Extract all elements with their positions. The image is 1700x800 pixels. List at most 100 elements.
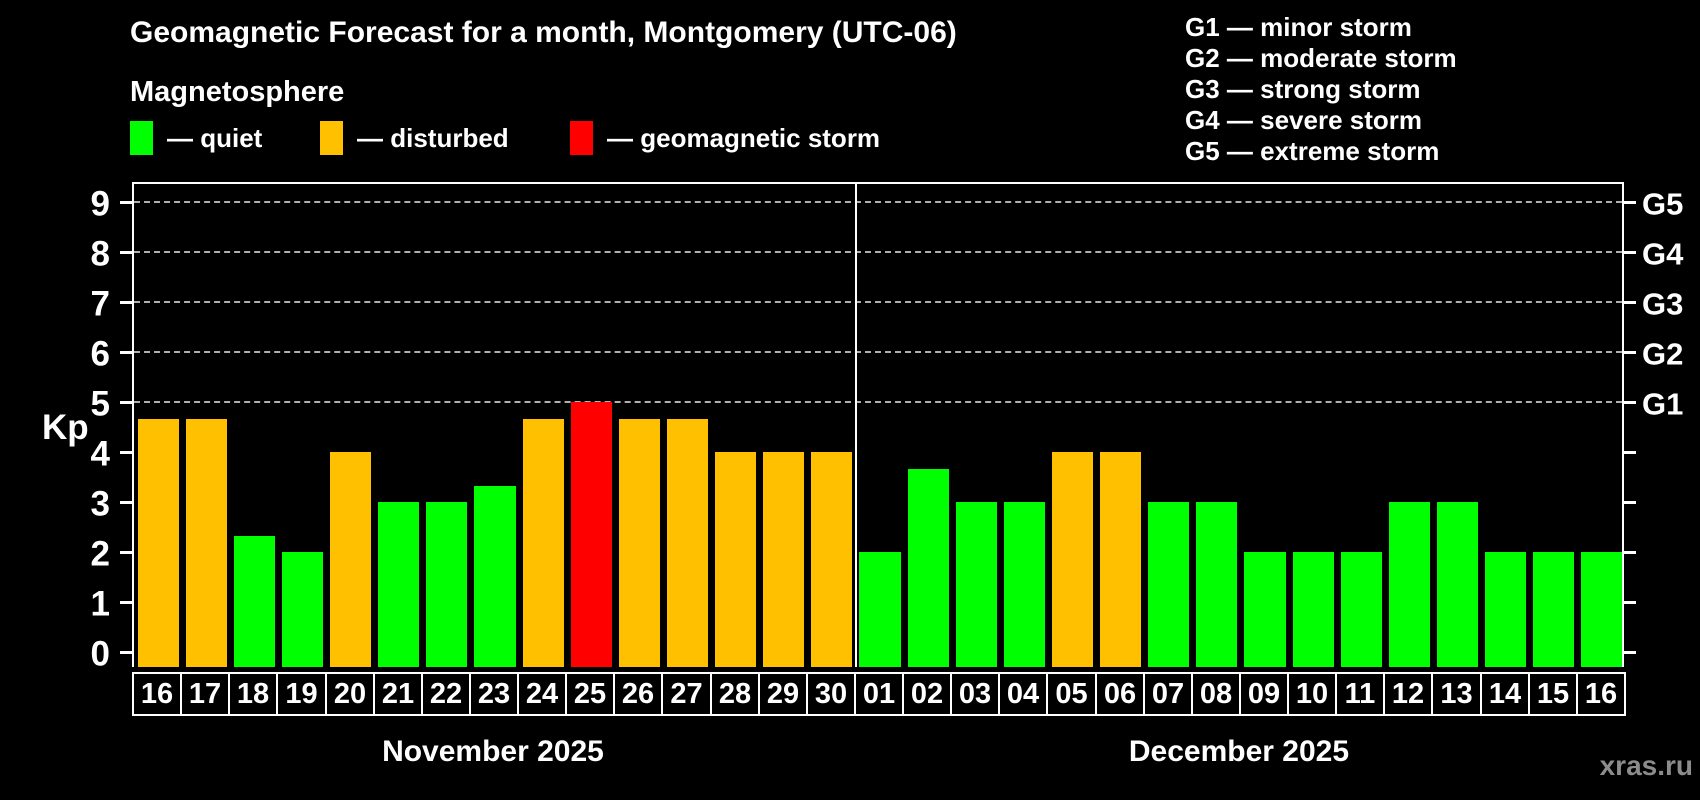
g-axis-tick (1624, 200, 1636, 204)
y-axis-tick-label: 6 (90, 334, 110, 374)
g-axis-tick (1624, 500, 1636, 504)
kp-bar-december-12 (1388, 502, 1430, 667)
kp-bar-november-19 (281, 552, 323, 667)
kp-bar-december-05 (1051, 452, 1094, 667)
g-scale-label-g1: G1 (1642, 386, 1684, 422)
gridline-kp8 (134, 251, 1622, 253)
day-label-cell: 12 (1383, 672, 1433, 716)
storm-scale-g4: G4 — severe storm (1185, 105, 1423, 135)
day-label-cell: 21 (373, 672, 423, 716)
day-label-cell: 10 (1287, 672, 1337, 716)
kp-bar-november-29 (763, 452, 805, 667)
y-axis-tick (120, 450, 132, 454)
kp-bar-december-11 (1340, 552, 1382, 667)
legend-label-storm: — geomagnetic storm (607, 122, 881, 153)
legend-label-disturbed: — disturbed (357, 122, 509, 153)
day-label-cell: 09 (1239, 672, 1289, 716)
legend-item-storm: — geomagnetic storm (570, 121, 880, 155)
day-label-cell: 11 (1335, 672, 1385, 716)
day-label-cell: 03 (950, 672, 1000, 716)
y-axis-tick (120, 250, 132, 254)
storm-color-swatch (570, 121, 593, 155)
kp-bar-december-16 (1581, 552, 1623, 667)
storm-scale-legend: G1 — minor storm G2 — moderate storm G3 … (1185, 12, 1457, 167)
month-label: December 2025 (1128, 735, 1350, 768)
kp-bar-november-23 (474, 485, 516, 667)
gridline-kp9 (134, 201, 1622, 203)
y-axis-tick (120, 400, 132, 404)
y-axis-tick-label: 2 (90, 534, 110, 574)
kp-bar-december-14 (1485, 552, 1527, 667)
legend-item-disturbed: — disturbed (320, 121, 509, 155)
kp-bar-december-04 (1003, 502, 1045, 667)
chart-title: Geomagnetic Forecast for a month, Montgo… (130, 16, 957, 49)
y-axis-tick-label: 4 (90, 434, 110, 474)
day-label-cell: 22 (421, 672, 471, 716)
y-axis-tick-label: 8 (90, 234, 110, 274)
gridline-kp5 (134, 401, 1622, 403)
day-label-cell: 29 (758, 672, 808, 716)
gridline-kp6 (134, 351, 1622, 353)
day-label-cell: 14 (1480, 672, 1530, 716)
kp-bar-december-07 (1148, 502, 1190, 667)
day-label-cell: 25 (565, 672, 615, 716)
day-label-cell: 28 (710, 672, 760, 716)
day-label-cell: 07 (1143, 672, 1193, 716)
kp-bar-november-25 (570, 402, 612, 667)
disturbed-color-swatch (320, 121, 343, 155)
y-axis-tick-label: 5 (90, 384, 110, 424)
g-axis-tick (1624, 400, 1636, 404)
storm-scale-g5: G5 — extreme storm (1185, 136, 1440, 166)
quiet-color-swatch (130, 121, 153, 155)
g-axis-tick (1624, 550, 1636, 554)
g-axis-tick (1624, 350, 1636, 354)
watermark: xras.ru (1599, 750, 1693, 781)
chart-subtitle: Magnetosphere (130, 76, 345, 108)
day-label-cell: 06 (1095, 672, 1145, 716)
y-axis-tick (120, 350, 132, 354)
y-axis-tick-label: 3 (90, 484, 110, 524)
g-scale-label-g3: G3 (1642, 286, 1684, 322)
kp-bar-november-16 (137, 418, 179, 667)
g-axis-tick (1624, 650, 1636, 654)
day-label-cell: 02 (902, 672, 952, 716)
day-label-cell: 20 (325, 672, 375, 716)
legend-label-quiet: — quiet (167, 122, 263, 153)
g-scale-label-g2: G2 (1642, 336, 1684, 372)
kp-bar-december-06 (1100, 452, 1142, 667)
y-axis-tick-label: 1 (90, 584, 110, 624)
g-axis-tick (1624, 600, 1636, 604)
day-label-cell: 30 (806, 672, 856, 716)
month-label: November 2025 (382, 735, 604, 768)
kp-bar-november-22 (426, 502, 468, 667)
day-label-cell: 05 (1046, 672, 1097, 716)
y-axis-tick (120, 650, 132, 654)
kp-bar-december-08 (1196, 502, 1238, 667)
day-label-cell: 18 (228, 672, 278, 716)
day-label-cell: 15 (1528, 672, 1578, 716)
day-label-cell: 19 (276, 672, 327, 716)
day-label-cell: 26 (613, 672, 663, 716)
day-label-cell: 04 (998, 672, 1048, 716)
day-label-cell: 27 (661, 672, 712, 716)
kp-bar-december-03 (955, 502, 997, 667)
day-label-cell: 16 (132, 672, 182, 716)
kp-bar-november-18 (233, 535, 275, 667)
day-label-cell: 13 (1431, 672, 1482, 716)
y-axis-tick (120, 300, 132, 304)
day-label-cell: 24 (517, 672, 567, 716)
gridline-kp7 (134, 301, 1622, 303)
y-axis-title: Kp (42, 408, 89, 447)
day-label-cell: 08 (1191, 672, 1241, 716)
day-label-cell: 23 (469, 672, 519, 716)
kp-bar-december-01 (859, 552, 901, 667)
g-axis-tick (1624, 250, 1636, 254)
storm-scale-g1: G1 — minor storm (1185, 12, 1412, 42)
kp-bar-november-28 (715, 452, 757, 667)
y-axis-tick-label: 0 (90, 634, 110, 674)
y-axis-tick (120, 500, 132, 504)
kp-bar-november-27 (666, 418, 709, 667)
kp-bar-november-26 (618, 418, 660, 667)
kp-bar-november-30 (811, 452, 853, 667)
